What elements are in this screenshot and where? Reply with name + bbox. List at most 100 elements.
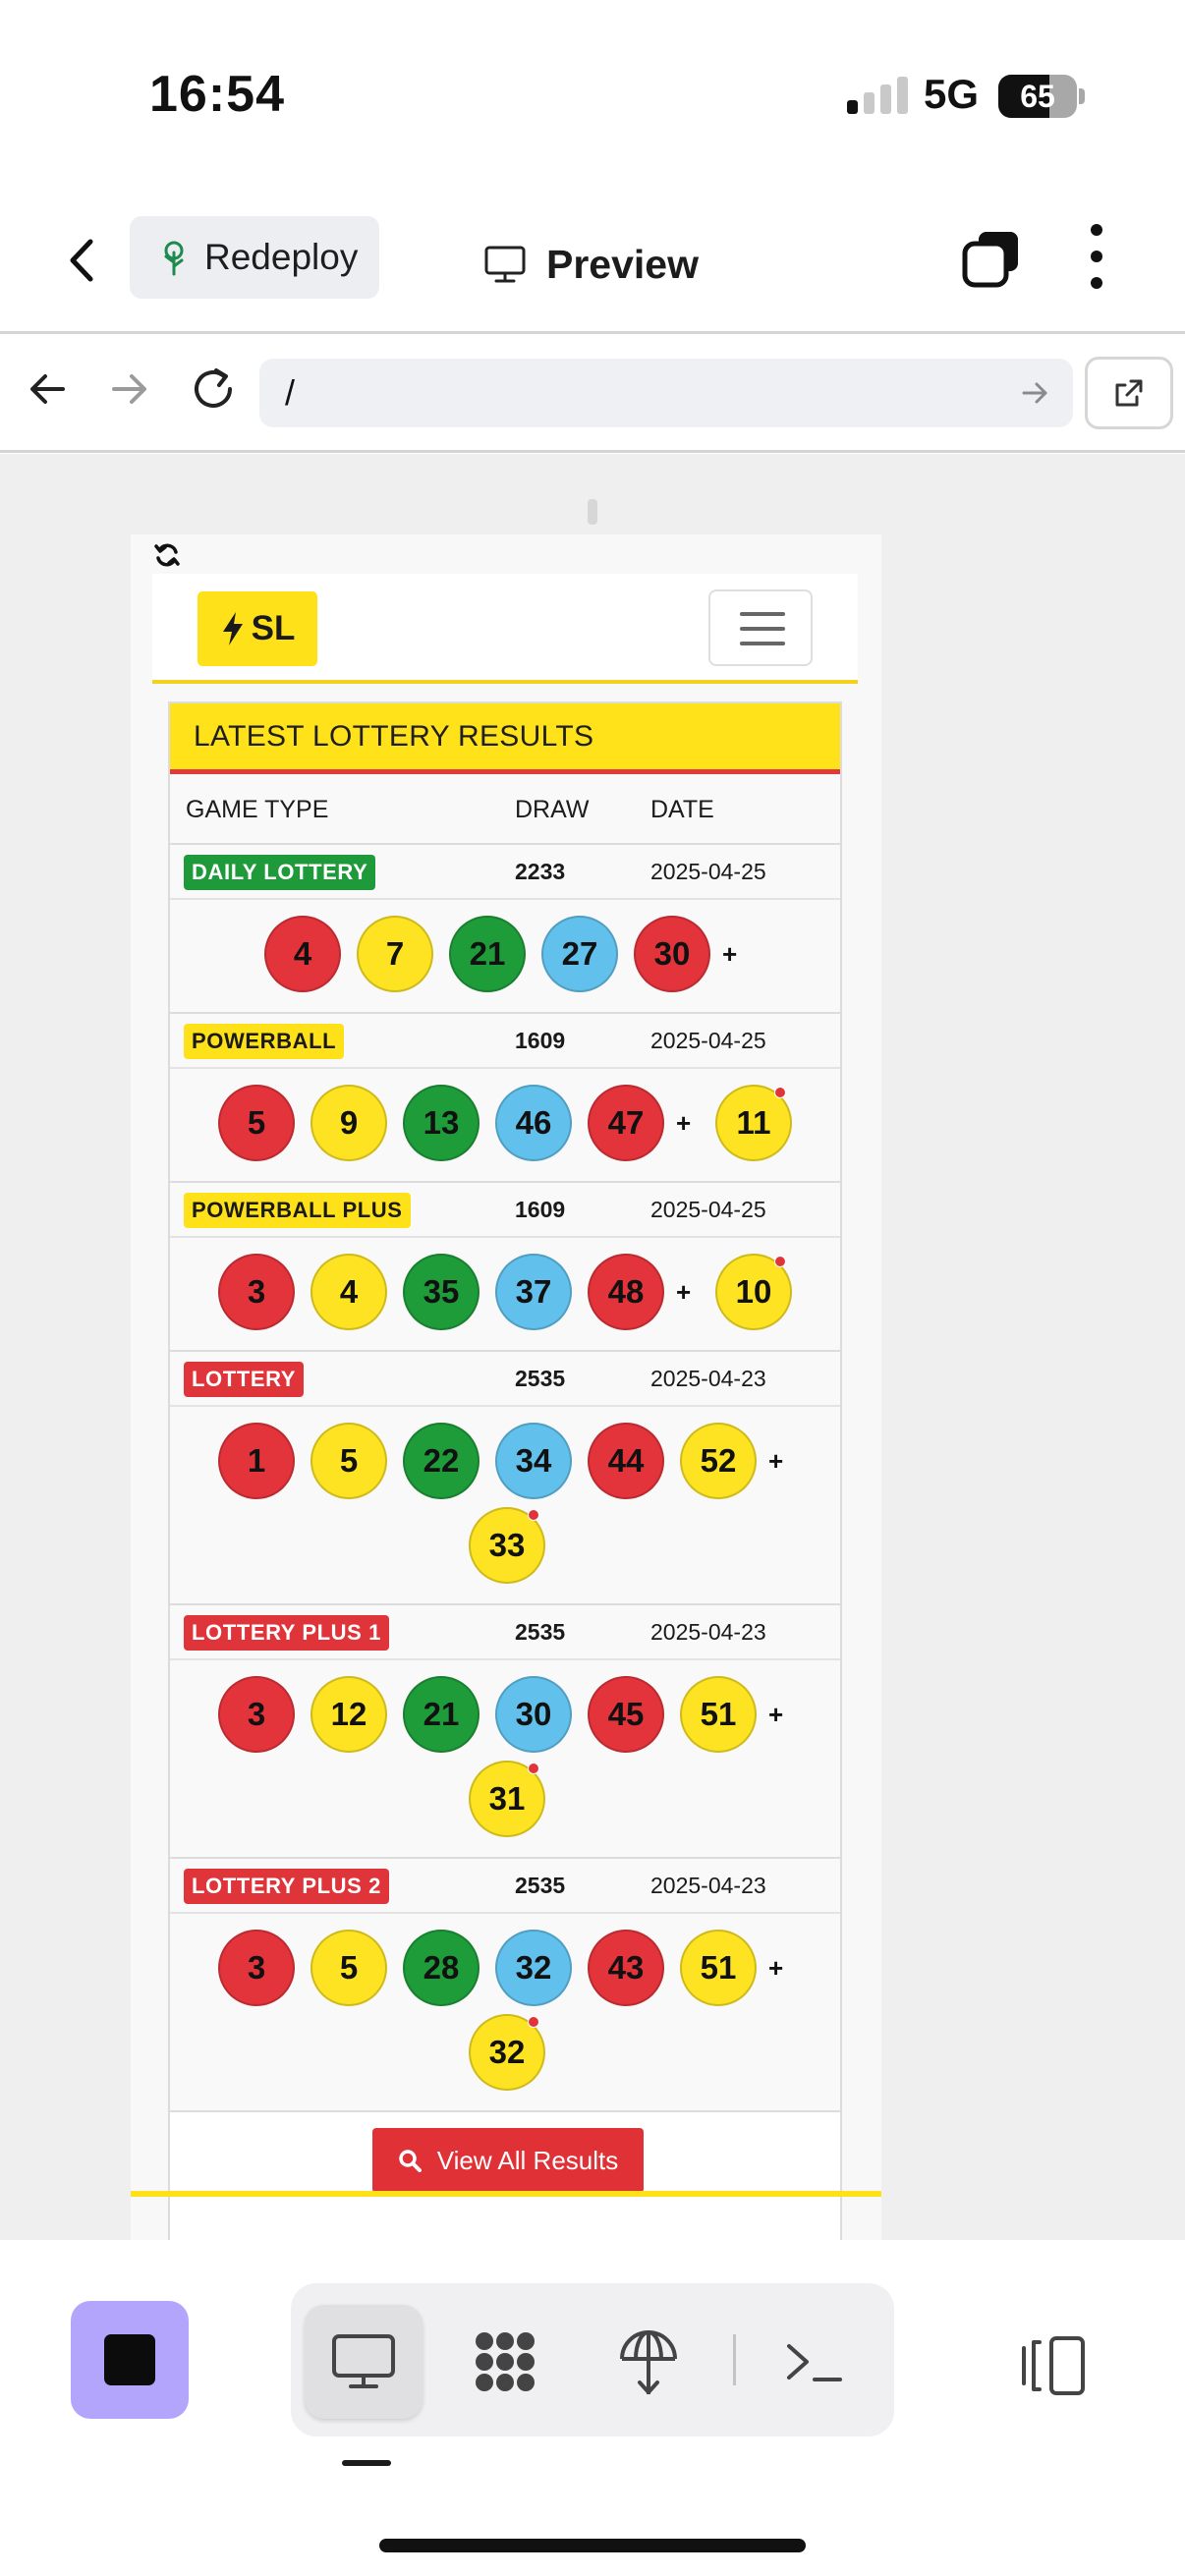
view-all-results-button[interactable]: View All Results [372,2128,644,2193]
view-all-label: View All Results [436,2145,619,2175]
lottery-ball: 52 [680,1423,757,1499]
browser-back-button[interactable] [24,364,73,414]
bottom-toolbar [0,2240,1185,2576]
draw-date: 2025-04-25 [650,1028,766,1053]
bonus-ball: 11 [715,1085,792,1161]
plus-sign: + [676,1277,692,1307]
bonus-ball-number: 11 [736,1104,771,1141]
brand-name: SL [251,609,296,647]
stop-button[interactable] [71,2301,189,2419]
balls-row: 3 12 21 30 45 51 +31 [170,1660,840,1859]
plus-sign: + [768,1446,784,1476]
draw-number: 2233 [515,859,566,884]
tool-preview[interactable] [305,2305,423,2419]
col-draw: DRAW [515,796,590,823]
open-external-button[interactable] [1085,357,1173,429]
bonus-ball: 31 [469,1761,545,1837]
preview-canvas[interactable]: SL LATEST LOTTERY RESULTS GAME TYPE DRAW… [0,454,1185,2240]
col-date: DATE [650,796,714,823]
tool-separator [733,2334,736,2385]
layout-toggle-button[interactable] [1014,2328,1089,2403]
game-type-badge: POWERBALL PLUS [184,1193,411,1228]
lottery-ball: 12 [310,1676,387,1753]
balls-row: 4 7 21 27 30 + [170,900,840,1014]
lottery-ball: 3 [218,1930,295,2006]
lottery-ball: 21 [449,916,526,992]
app-header: Redeploy Preview [0,187,1185,334]
lottery-ball: 30 [495,1676,572,1753]
lottery-ball: 51 [680,1676,757,1753]
draw-number: 2535 [515,1366,566,1391]
tabs-button[interactable] [959,228,1024,293]
bonus-ball: 10 [715,1254,792,1330]
bonus-ball-number: 32 [488,2034,526,2070]
column-headers: GAME TYPE DRAW DATE [170,774,840,845]
tree-icon [164,241,184,276]
brand-logo[interactable]: SL [198,591,317,666]
arrow-left-icon [30,374,65,404]
tabs-icon [962,232,1018,288]
lottery-ball: 3 [218,1676,295,1753]
resize-handle[interactable] [588,499,597,525]
lottery-ball: 35 [403,1254,480,1330]
status-time: 16:54 [149,66,285,123]
plus-sign: + [676,1108,692,1138]
game-row-header: LOTTERY 2535 2025-04-23 [170,1352,840,1407]
plus-sign: + [768,1953,784,1983]
draw-number: 2535 [515,1873,566,1898]
bonus-indicator-dot [774,1087,786,1098]
site-bottom-nav-edge [131,2191,881,2197]
home-indicator [379,2539,806,2552]
deploy-icon [620,2330,677,2394]
browser-reload-button[interactable] [187,363,240,416]
external-link-icon [1115,379,1143,407]
balls-row: 3 5 28 32 43 51 +32 [170,1914,840,2112]
hamburger-menu-button[interactable] [708,589,813,666]
game-row-header: LOTTERY PLUS 2 2535 2025-04-23 [170,1859,840,1914]
lottery-ball: 13 [403,1085,480,1161]
device-frame: SL LATEST LOTTERY RESULTS GAME TYPE DRAW… [131,534,881,2240]
tool-group [291,2283,894,2436]
game-row-header: LOTTERY PLUS 1 2535 2025-04-23 [170,1605,840,1660]
redeploy-button[interactable]: Redeploy [130,216,379,299]
reload-icon [195,368,232,408]
browser-forward-button[interactable] [104,364,153,414]
lottery-ball: 5 [310,1930,387,2006]
tool-network[interactable] [446,2305,564,2419]
draw-date: 2025-04-25 [650,859,766,884]
lottery-ball: 48 [588,1254,664,1330]
page-title: Preview [546,241,699,287]
game-type-badge: LOTTERY PLUS 2 [184,1869,389,1904]
lottery-ball: 28 [403,1930,480,2006]
draw-number: 1609 [515,1028,566,1053]
lottery-ball: 34 [495,1423,572,1499]
lottery-ball: 32 [495,1930,572,2006]
game-type-badge: POWERBALL [184,1024,345,1059]
lottery-ball: 5 [218,1085,295,1161]
game-type-badge: LOTTERY [184,1362,305,1397]
network-icon [476,2332,535,2391]
bonus-ball: 32 [469,2014,545,2091]
tool-terminal[interactable] [755,2305,873,2419]
back-button[interactable] [55,226,114,295]
lottery-ball: 45 [588,1676,664,1753]
arrow-right-icon [112,374,146,404]
browser-bar: / [0,335,1185,453]
balls-row: 5 9 13 46 47 +11 [170,1069,840,1183]
game-row-header: POWERBALL PLUS 1609 2025-04-25 [170,1183,840,1238]
monitor-icon [332,2334,395,2388]
url-input[interactable]: / [259,359,1073,427]
lottery-ball: 47 [588,1085,664,1161]
tool-deploy[interactable] [590,2305,707,2419]
more-menu-button[interactable] [1081,224,1112,297]
lottery-ball: 21 [403,1676,480,1753]
lottery-ball: 51 [680,1930,757,2006]
refresh-icon[interactable] [152,540,182,570]
balls-row: 3 4 35 37 48 +10 [170,1238,840,1352]
game-type-badge: LOTTERY PLUS 1 [184,1615,389,1651]
col-game-type: GAME TYPE [186,796,329,823]
card-footer: View All Results [170,2112,840,2240]
lottery-ball: 37 [495,1254,572,1330]
site-navbar: SL [152,574,858,684]
go-arrow-icon[interactable] [1018,376,1051,410]
